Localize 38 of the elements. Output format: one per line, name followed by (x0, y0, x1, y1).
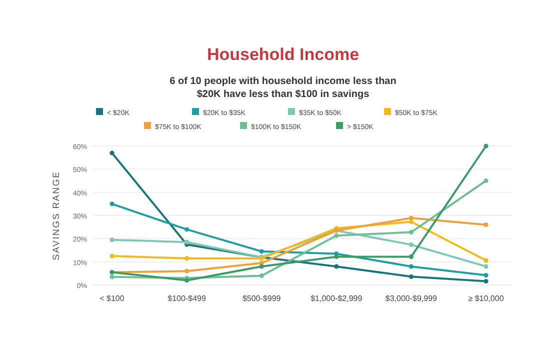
point (259, 249, 264, 254)
x-tick-label: $100-$499 (168, 294, 206, 303)
point (484, 272, 488, 278)
point (184, 256, 190, 261)
point (484, 144, 488, 148)
point (184, 268, 190, 274)
point (110, 254, 114, 258)
point (408, 274, 414, 279)
point (484, 258, 488, 263)
point (259, 273, 264, 278)
x-tick-label: ≥ $10,000 (468, 294, 504, 303)
point (484, 264, 488, 269)
x-tick-label: < $100 (100, 294, 125, 303)
point (110, 274, 114, 280)
x-tick-label: $1,000-$2,999 (310, 294, 363, 303)
point (408, 230, 414, 234)
point (408, 242, 414, 247)
x-tick-label: $3,000-$9,999 (385, 294, 438, 303)
point (110, 150, 114, 156)
y-axis-title: SAVINGS RANGE (51, 170, 61, 260)
chart-subtitle: 6 of 10 people with household income less than $20K have less than $100 in savings (170, 76, 396, 100)
point (408, 264, 414, 269)
point (334, 254, 339, 260)
point (184, 278, 190, 283)
x-tick-label: $500-$999 (242, 294, 282, 303)
point (110, 202, 114, 206)
point (408, 254, 414, 260)
point (408, 216, 414, 220)
point (110, 238, 114, 242)
point (259, 264, 264, 269)
point (184, 240, 190, 244)
point (334, 233, 339, 238)
point (484, 222, 488, 228)
point (484, 178, 488, 184)
point (484, 278, 488, 284)
point (184, 227, 190, 232)
chart-title: Household Income (206, 45, 360, 64)
point (334, 264, 339, 269)
